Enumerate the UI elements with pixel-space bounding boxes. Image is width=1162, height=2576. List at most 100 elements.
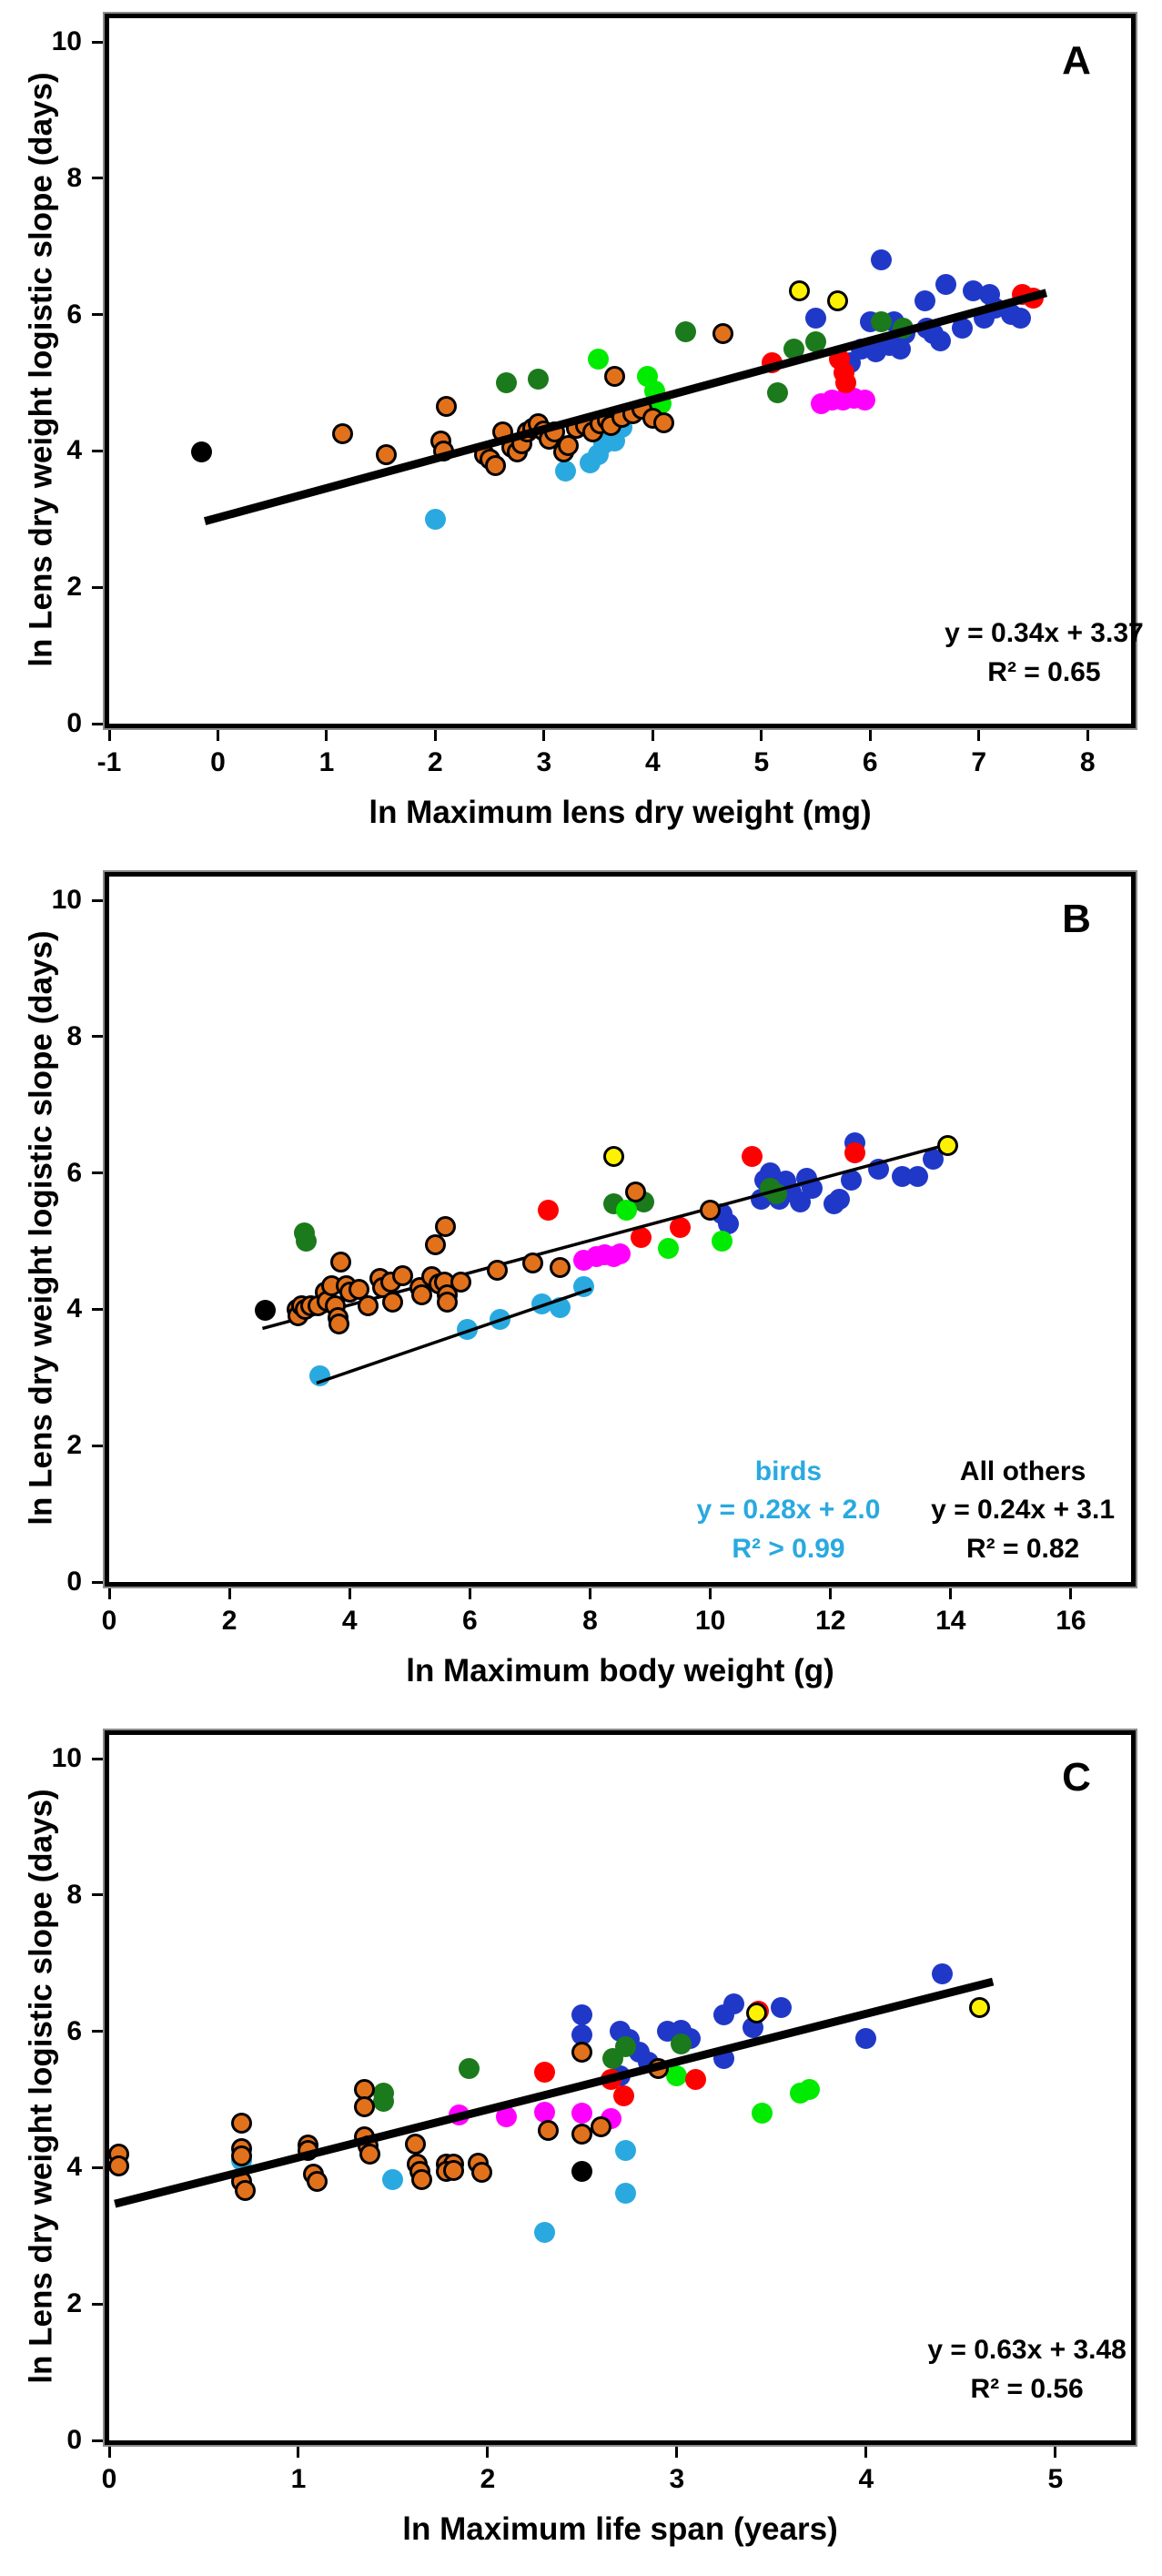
y-tick-label: 8 — [66, 1879, 82, 1910]
y-axis-tick — [92, 449, 103, 452]
data-point-orange — [604, 365, 626, 387]
data-point-blue — [914, 290, 935, 312]
data-point-magenta — [449, 2104, 470, 2125]
x-axis-tick — [297, 2447, 300, 2458]
data-point-bright_green — [751, 2103, 773, 2125]
x-axis-tick — [325, 730, 328, 741]
y-tick-label: 4 — [66, 1293, 82, 1324]
x-tick-label: 3 — [536, 747, 552, 777]
data-point-orange — [328, 1313, 349, 1335]
x-axis-tick — [1086, 730, 1089, 741]
y-axis-title: ln Lens dry weight logistic slope (days) — [23, 71, 58, 667]
annotation-b-3: All others — [959, 1455, 1086, 1486]
data-point-orange — [435, 1215, 457, 1237]
y-tick-label: 8 — [66, 162, 82, 193]
data-point-orange — [437, 1292, 459, 1313]
x-axis-tick — [107, 2447, 111, 2458]
data-point-dark_green — [615, 2035, 637, 2057]
data-point-blue — [1009, 307, 1031, 329]
data-point-blue — [722, 1993, 744, 2015]
data-point-yellow — [826, 290, 848, 312]
y-axis-tick — [92, 313, 103, 317]
y-axis-tick — [92, 1035, 103, 1039]
y-tick-label: 8 — [66, 1020, 82, 1051]
x-tick-label: 4 — [858, 2464, 874, 2494]
x-axis-tick — [348, 1588, 351, 1599]
x-tick-label: 0 — [101, 1606, 117, 1636]
data-point-magenta — [854, 389, 875, 411]
data-point-cyan — [489, 1309, 510, 1331]
x-tick-label: 4 — [644, 747, 661, 777]
data-point-blue — [930, 330, 952, 351]
x-tick-label: 1 — [318, 747, 335, 777]
x-axis-tick — [1069, 1588, 1073, 1599]
data-point-yellow — [603, 1145, 625, 1167]
y-tick-label: 2 — [66, 2288, 82, 2319]
data-point-orange — [297, 2140, 318, 2162]
data-point-orange — [235, 2179, 257, 2201]
x-axis-tick — [227, 1588, 231, 1599]
annotation-b-2: R² > 0.99 — [732, 1534, 845, 1565]
data-point-magenta — [533, 2101, 555, 2123]
y-tick-label: 6 — [66, 2015, 82, 2046]
y-tick-label: 10 — [51, 1743, 82, 1774]
annotation-b-4: y = 0.24x + 3.1 — [931, 1495, 1116, 1526]
x-axis-tick — [868, 730, 872, 741]
data-point-bright_green — [798, 2078, 820, 2100]
data-point-bright_green — [588, 348, 610, 370]
data-point-dark_green — [670, 2033, 692, 2054]
y-axis-tick — [92, 2165, 103, 2169]
data-point-orange — [652, 411, 674, 433]
x-axis-tick — [468, 1588, 471, 1599]
y-axis-tick — [92, 1757, 103, 1760]
data-point-orange — [424, 1233, 446, 1255]
y-axis-title: ln Lens dry weight logistic slope (days) — [23, 1788, 58, 2384]
x-tick-label: 2 — [480, 2464, 496, 2494]
data-point-red — [762, 351, 783, 373]
x-tick-label: -1 — [96, 747, 122, 777]
data-point-cyan — [615, 2182, 637, 2204]
x-tick-label: 3 — [669, 2464, 685, 2494]
data-point-yellow — [745, 2003, 767, 2023]
x-axis-tick — [107, 1588, 111, 1599]
data-point-red — [537, 1200, 559, 1222]
data-point-orange — [700, 1200, 722, 1222]
data-point-blue — [571, 2003, 593, 2025]
data-point-blue — [802, 1177, 824, 1199]
data-point-dark_green — [495, 372, 517, 394]
y-tick-label: 10 — [51, 885, 82, 916]
data-point-red — [844, 1141, 865, 1163]
data-point-orange — [450, 1272, 471, 1293]
data-point-orange — [647, 2058, 669, 2080]
data-point-orange — [405, 2133, 427, 2155]
x-tick-label: 6 — [862, 747, 878, 777]
y-axis-tick — [92, 585, 103, 589]
data-point-orange — [484, 455, 506, 477]
data-point-orange — [571, 2041, 593, 2063]
x-tick-label: 1 — [290, 2464, 307, 2494]
data-point-blue — [906, 1165, 928, 1187]
data-point-red — [1022, 287, 1044, 309]
annotation-a-1: R² = 0.65 — [987, 656, 1101, 687]
y-tick-label: 6 — [66, 1157, 82, 1188]
x-tick-label: 8 — [582, 1606, 598, 1636]
x-tick-label: 14 — [935, 1606, 966, 1636]
x-axis-tick — [588, 1588, 591, 1599]
x-axis-tick — [829, 1588, 833, 1599]
panel-label-c: C — [1062, 1755, 1091, 1800]
data-point-orange — [435, 396, 457, 418]
x-axis-title: ln Maximum body weight (g) — [406, 1653, 834, 1689]
data-point-orange — [624, 1182, 646, 1203]
data-point-cyan — [424, 508, 446, 530]
y-axis-tick — [92, 1580, 103, 1584]
x-axis-title: ln Maximum life span (years) — [402, 2511, 838, 2547]
data-point-magenta — [496, 2105, 518, 2127]
data-point-orange — [411, 1283, 432, 1305]
y-axis-tick — [92, 2030, 103, 2033]
data-point-orange — [354, 2095, 376, 2117]
data-point-red — [742, 1145, 763, 1167]
data-point-red — [533, 2062, 555, 2084]
y-tick-label: 10 — [51, 26, 82, 57]
y-axis-tick — [92, 898, 103, 902]
x-axis-tick — [107, 730, 111, 741]
